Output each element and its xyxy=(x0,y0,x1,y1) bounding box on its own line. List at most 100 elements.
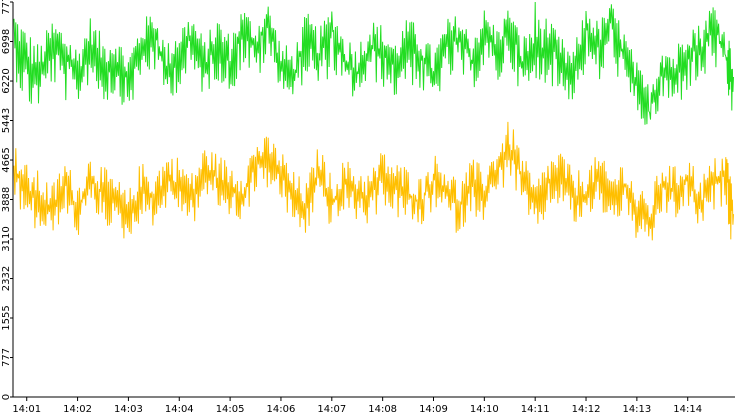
series-1-point xyxy=(63,55,66,58)
x-tick-label: 14:07 xyxy=(317,404,346,415)
series-2-point xyxy=(330,203,333,206)
series-1-point xyxy=(686,45,689,48)
series-2-point xyxy=(597,177,600,180)
series-1-point xyxy=(407,40,410,43)
series-1-point xyxy=(712,20,715,23)
series-1-point xyxy=(114,58,117,61)
x-tick-label: 14:05 xyxy=(216,404,245,415)
series-2-point xyxy=(585,192,588,195)
y-tick-label: 5443 xyxy=(1,108,12,133)
series-1-point xyxy=(305,35,308,38)
x-tick-label: 14:14 xyxy=(673,404,702,415)
x-tick-label: 14:06 xyxy=(267,404,296,415)
y-tick-label: 6998 xyxy=(1,29,12,54)
series-2-point xyxy=(445,187,448,190)
y-tick-label: 777 xyxy=(1,348,12,367)
series-1-point xyxy=(394,65,397,68)
series-2-point xyxy=(102,192,105,195)
series-1-point xyxy=(699,50,702,53)
series-1-point xyxy=(623,55,626,58)
series-1-point xyxy=(127,81,130,84)
series-2-point xyxy=(508,147,511,150)
series-2-point xyxy=(318,167,321,170)
series-2-point xyxy=(191,197,194,200)
series-1-point xyxy=(241,25,244,28)
series-1-point xyxy=(25,60,28,63)
series-2-point xyxy=(623,182,626,185)
series-1-point xyxy=(572,76,575,79)
series-2-point xyxy=(610,197,613,200)
series-2-point xyxy=(178,182,181,185)
x-tick-label: 14:13 xyxy=(622,404,651,415)
series-1-point xyxy=(585,25,588,28)
series-2-point xyxy=(534,208,537,211)
series-2-point xyxy=(496,167,499,170)
y-tick-label: 2332 xyxy=(1,266,12,291)
y-tick-label: 7776 xyxy=(1,0,12,15)
series-2 xyxy=(13,121,734,241)
series-2-point xyxy=(432,177,435,180)
series-1-point xyxy=(318,55,321,58)
series-2-point xyxy=(457,208,460,211)
series-2-point xyxy=(419,203,422,206)
series-2-point xyxy=(546,182,549,185)
series-2-point xyxy=(699,203,702,206)
series-1-point xyxy=(152,30,155,33)
series-1-point xyxy=(165,70,168,73)
series-1-point xyxy=(597,45,600,48)
x-tick-label: 14:11 xyxy=(521,404,550,415)
series-2-point xyxy=(394,187,397,190)
series-2-point xyxy=(712,182,715,185)
series-1-point xyxy=(140,45,143,48)
series-2-point xyxy=(51,213,54,216)
series-2-point xyxy=(674,192,677,195)
series-1-point xyxy=(51,45,54,48)
series-1-point xyxy=(254,45,257,48)
series-1-point xyxy=(534,55,537,58)
series-1-point xyxy=(521,65,524,68)
y-tick-label: 4665 xyxy=(1,147,12,172)
series-1-point xyxy=(381,50,384,53)
series-2-point xyxy=(25,192,28,195)
series-2-point xyxy=(559,172,562,175)
series-1-point xyxy=(203,65,206,68)
series-1-point xyxy=(292,76,295,79)
x-tick-label: 14:03 xyxy=(114,404,143,415)
series-1-point xyxy=(89,40,92,43)
series-1-point xyxy=(635,86,638,89)
series-2-point xyxy=(381,172,384,175)
series-2-point xyxy=(140,187,143,190)
series-2-point xyxy=(280,172,283,175)
y-tick-label: 1555 xyxy=(1,305,12,330)
series-layer xyxy=(13,1,734,241)
series-2-point xyxy=(407,192,410,195)
series-1-point xyxy=(508,20,511,23)
series-2-point xyxy=(241,192,244,195)
series-2-point xyxy=(127,218,130,221)
series-2-point xyxy=(470,182,473,185)
y-tick-label: 6220 xyxy=(1,68,12,93)
series-1-point xyxy=(445,45,448,48)
series-2-point xyxy=(152,197,155,200)
series-1-point xyxy=(483,30,486,33)
series-2-point xyxy=(521,177,524,180)
series-2-point xyxy=(89,177,92,180)
series-1-point xyxy=(368,45,371,48)
series-2-point xyxy=(63,182,66,185)
series-2-point xyxy=(203,167,206,170)
series-1-point xyxy=(38,73,41,76)
series-1-point xyxy=(343,60,346,63)
series-1-point xyxy=(356,70,359,73)
y-tick-label: 3888 xyxy=(1,187,12,212)
series-1-line xyxy=(13,1,734,125)
series-1-point xyxy=(280,65,283,68)
series-1-point xyxy=(610,15,613,18)
series-1-point xyxy=(229,60,232,63)
x-tick-label: 14:12 xyxy=(572,404,601,415)
series-1-point xyxy=(546,40,549,43)
x-tick-label: 14:08 xyxy=(368,404,397,415)
x-tick-label: 14:04 xyxy=(165,404,194,415)
series-1-point xyxy=(674,76,677,79)
series-2-point xyxy=(648,223,651,226)
